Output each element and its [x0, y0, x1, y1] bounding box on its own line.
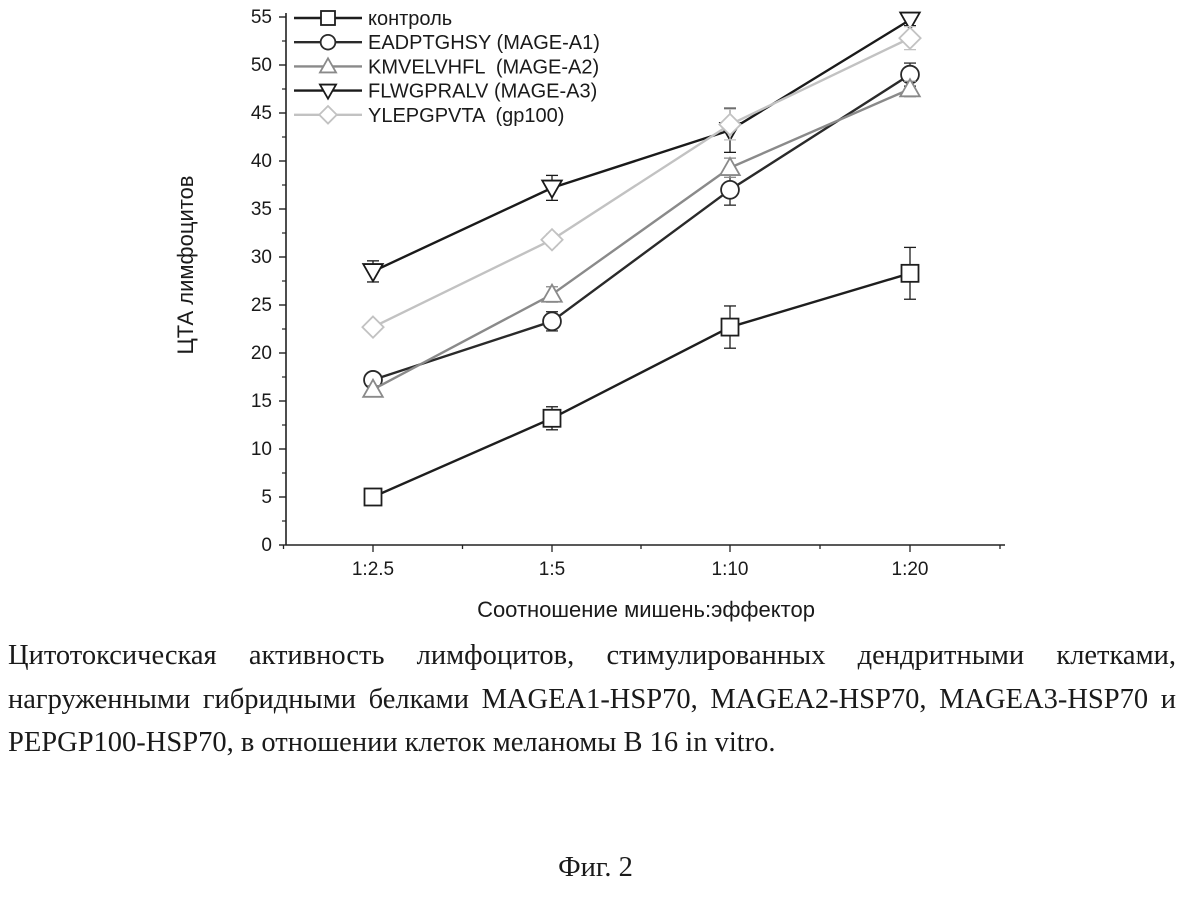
x-tick-label: 1:10	[712, 559, 749, 580]
data-point	[721, 181, 739, 199]
y-tick-label: 40	[251, 151, 272, 172]
y-tick-label: 20	[251, 343, 272, 364]
data-point	[900, 79, 920, 96]
data-point	[541, 229, 562, 250]
y-tick-label: 5	[261, 487, 272, 508]
legend-label: контроль	[368, 8, 452, 30]
legend-entry: EADPTGHSY (MAGE-A1)	[294, 32, 600, 54]
data-point	[365, 489, 382, 506]
figure-label: Фиг. 2	[0, 852, 1191, 884]
legend-label: FLWGPRALV (MAGE-A3)	[368, 81, 597, 103]
x-tick-label: 1:20	[892, 559, 929, 580]
legend-marker	[321, 35, 336, 50]
x-tick-label: 1:2.5	[352, 559, 394, 580]
legend-entry: FLWGPRALV (MAGE-A3)	[294, 81, 597, 103]
data-point	[542, 285, 562, 302]
y-tick-label: 35	[251, 199, 272, 220]
legend-entry: KMVELVHFL (MAGE-A2)	[294, 56, 599, 78]
y-axis-label: ЦТА лимфоцитов	[173, 176, 198, 355]
data-point	[544, 410, 561, 427]
legend-entry: YLEPGPVTA (gp100)	[294, 105, 564, 127]
figure-caption: Цитотоксическая активность лимфоцитов, с…	[8, 634, 1176, 765]
legend-marker	[321, 11, 335, 25]
x-tick-label: 1:5	[539, 559, 565, 580]
legend-entry: контроль	[294, 8, 452, 30]
x-axis-label: Соотношение мишень:эффектор	[477, 597, 815, 622]
y-tick-label: 55	[251, 7, 272, 28]
data-point	[362, 316, 383, 337]
data-point	[543, 312, 561, 330]
y-tick-label: 0	[261, 535, 272, 556]
y-tick-label: 15	[251, 391, 272, 412]
data-point	[902, 265, 919, 282]
y-tick-label: 50	[251, 55, 272, 76]
data-point	[720, 158, 740, 175]
y-tick-label: 10	[251, 439, 272, 460]
data-point	[899, 27, 920, 48]
legend-label: KMVELVHFL (MAGE-A2)	[368, 56, 599, 78]
legend-label: EADPTGHSY (MAGE-A1)	[368, 32, 600, 54]
data-point	[542, 181, 562, 198]
legend-label: YLEPGPVTA (gp100)	[368, 105, 564, 127]
chart-legend: контрольEADPTGHSY (MAGE-A1)KMVELVHFL (MA…	[294, 8, 600, 127]
y-tick-label: 30	[251, 247, 272, 268]
data-point	[363, 264, 383, 281]
line-chart: 0 5 10 15 20 25 30 35 40 45 50 55 1:2.5 1:5 1:10 1:20 к…	[0, 0, 1191, 634]
y-tick-label: 25	[251, 295, 272, 316]
series-line	[373, 273, 910, 497]
data-point	[722, 319, 739, 336]
y-tick-label: 45	[251, 103, 272, 124]
legend-marker	[319, 106, 337, 124]
series-1	[365, 247, 919, 505]
series-line	[373, 89, 910, 389]
